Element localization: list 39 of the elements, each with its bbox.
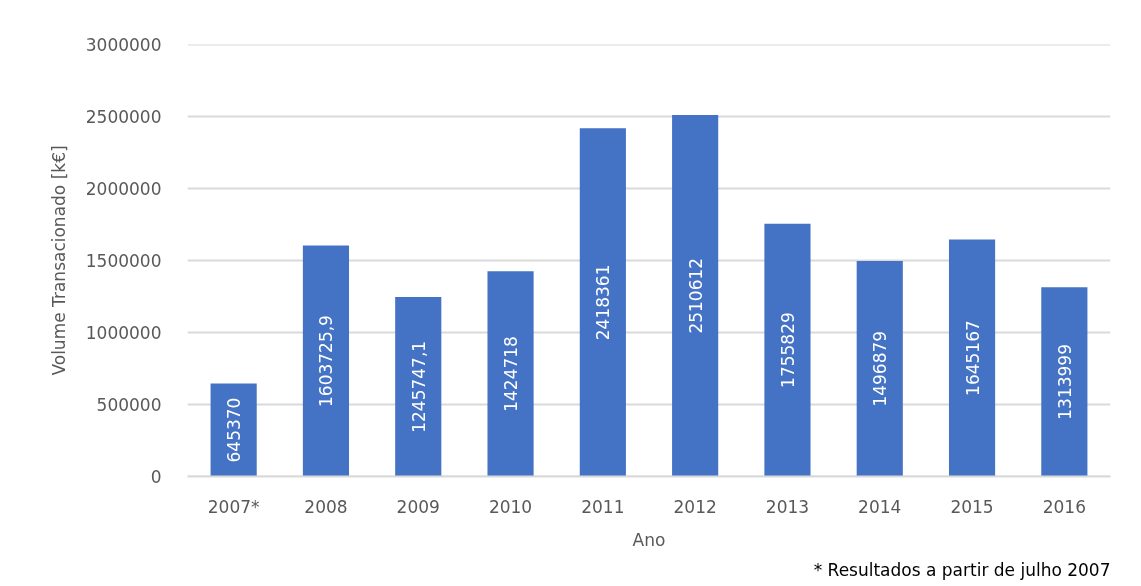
y-tick-label: 3000000 [85, 35, 162, 55]
data-label: 2510612 [685, 257, 706, 334]
x-tick-label: 2013 [765, 496, 810, 517]
x-axis-title: Ano [632, 529, 666, 550]
data-label: 2418361 [593, 264, 614, 341]
x-tick-label: 2010 [488, 496, 533, 517]
bar [579, 128, 626, 477]
data-label: 1496879 [870, 330, 891, 407]
y-tick-label: 2000000 [85, 179, 162, 199]
x-tick-label: 2008 [304, 496, 348, 517]
data-label: 1424718 [501, 336, 522, 412]
y-tick-label: 1500000 [85, 251, 162, 271]
bar [487, 271, 534, 477]
bar [395, 297, 442, 477]
y-tick-label: 500000 [96, 395, 162, 415]
data-label: 1603725,9 [316, 315, 337, 407]
y-axis-title: Volume Transacionado [k€] [48, 145, 69, 376]
x-tick-label: 2011 [581, 496, 625, 517]
text: * Resultados a partir de julho 2007 [813, 559, 1111, 580]
bar [856, 260, 903, 477]
x-tick-label: 2009 [396, 496, 440, 517]
x-tick-label: 2015 [950, 496, 994, 517]
y-tick-label: 2500000 [85, 107, 162, 127]
bar [1041, 287, 1088, 477]
data-label: 1755829 [777, 312, 798, 388]
bar [672, 114, 719, 477]
x-tick-label: 2014 [858, 496, 902, 517]
bar [302, 245, 350, 477]
x-tick-label: 2016 [1042, 496, 1086, 517]
bar [948, 239, 996, 477]
x-tick-label: 2007* [207, 496, 260, 517]
bar [764, 223, 811, 477]
x-tick-label: 2012 [673, 496, 717, 517]
data-label: 1645167 [962, 320, 983, 396]
data-label: 1245747,1 [408, 340, 429, 433]
data-label: 1313999 [1054, 344, 1075, 420]
y-tick-label: 0 [150, 467, 162, 487]
y-tick-label: 1000000 [85, 323, 162, 343]
data-label: 645370 [224, 397, 245, 463]
